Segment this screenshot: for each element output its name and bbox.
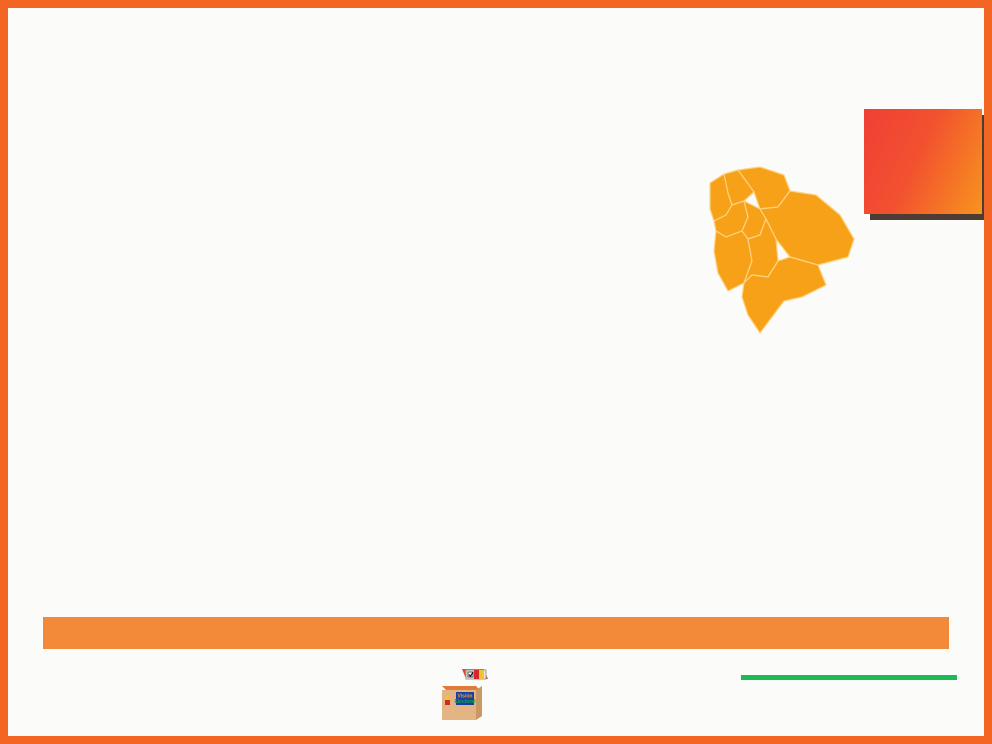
ballot-box-icon: Visión Electoral <box>442 669 488 720</box>
total-votes-bar <box>43 617 949 649</box>
logo-360-tagline <box>741 675 957 680</box>
bolivia-map-icon <box>709 166 855 334</box>
vote-counts-row <box>43 566 949 606</box>
reported-percentage-badge <box>864 109 984 246</box>
infographic-frame: Visión Electoral <box>8 8 984 736</box>
svg-text:Electoral: Electoral <box>454 699 476 705</box>
svg-text:Visión: Visión <box>458 694 473 700</box>
vision-360-logo <box>741 674 957 730</box>
candidate-names-row <box>40 517 952 563</box>
footer: Visión Electoral <box>8 658 984 736</box>
badge-body <box>864 109 982 214</box>
badge-bottom-label <box>864 118 982 130</box>
